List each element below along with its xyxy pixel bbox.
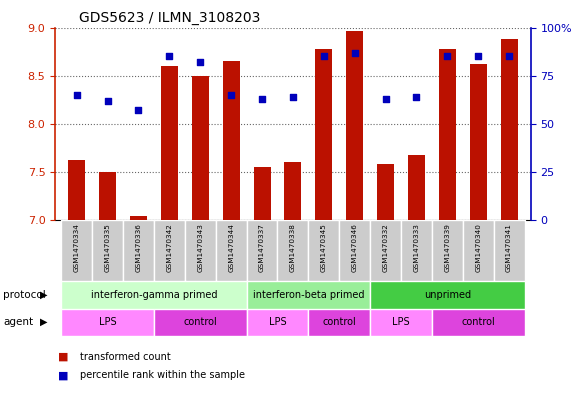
Bar <box>61 281 246 309</box>
Text: control: control <box>183 317 217 327</box>
Point <box>319 53 328 59</box>
Bar <box>99 172 116 220</box>
Text: control: control <box>322 317 356 327</box>
Bar <box>501 39 517 220</box>
Bar <box>154 220 185 281</box>
Bar <box>346 31 363 220</box>
Point <box>134 107 143 114</box>
Text: interferon-gamma primed: interferon-gamma primed <box>90 290 217 300</box>
Text: GSM1470346: GSM1470346 <box>351 223 358 272</box>
Bar <box>370 309 432 336</box>
Text: GSM1470338: GSM1470338 <box>290 223 296 272</box>
Bar <box>277 220 309 281</box>
Bar <box>463 220 494 281</box>
Text: protocol: protocol <box>3 290 46 300</box>
Point <box>350 50 359 56</box>
Text: unprimed: unprimed <box>424 290 471 300</box>
Bar <box>246 281 370 309</box>
Point <box>72 92 81 98</box>
Bar <box>185 220 216 281</box>
Bar <box>401 220 432 281</box>
Bar <box>370 220 401 281</box>
Text: GSM1470334: GSM1470334 <box>74 223 79 272</box>
Bar <box>377 164 394 220</box>
Text: GSM1470345: GSM1470345 <box>321 223 327 272</box>
Bar <box>494 220 524 281</box>
Text: GSM1470339: GSM1470339 <box>444 223 450 272</box>
Text: GSM1470344: GSM1470344 <box>228 223 234 272</box>
Bar <box>216 220 246 281</box>
Text: percentile rank within the sample: percentile rank within the sample <box>80 370 245 380</box>
Text: LPS: LPS <box>269 317 287 327</box>
Text: interferon-beta primed: interferon-beta primed <box>253 290 364 300</box>
Text: GSM1470341: GSM1470341 <box>506 223 512 272</box>
Bar <box>284 162 302 220</box>
Bar <box>61 309 154 336</box>
Bar <box>253 167 270 220</box>
Text: GSM1470332: GSM1470332 <box>383 223 389 272</box>
Bar <box>470 64 487 220</box>
Point <box>443 53 452 59</box>
Text: GSM1470333: GSM1470333 <box>414 223 419 272</box>
Text: GSM1470336: GSM1470336 <box>136 223 142 272</box>
Bar <box>68 160 85 220</box>
Bar <box>154 309 246 336</box>
Point <box>258 95 267 102</box>
Point <box>288 94 298 100</box>
Bar <box>309 309 370 336</box>
Text: GSM1470337: GSM1470337 <box>259 223 265 272</box>
Point <box>195 59 205 65</box>
Bar <box>432 309 524 336</box>
Bar <box>370 281 524 309</box>
Point <box>227 92 236 98</box>
Text: GDS5623 / ILMN_3108203: GDS5623 / ILMN_3108203 <box>79 11 260 25</box>
Bar <box>92 220 123 281</box>
Text: GSM1470340: GSM1470340 <box>475 223 481 272</box>
Text: ▶: ▶ <box>40 317 48 327</box>
Point <box>412 94 421 100</box>
Bar <box>309 220 339 281</box>
Text: ■: ■ <box>58 370 68 380</box>
Text: ▶: ▶ <box>40 290 48 300</box>
Bar <box>432 220 463 281</box>
Bar <box>61 220 92 281</box>
Bar <box>339 220 370 281</box>
Text: ■: ■ <box>58 352 68 362</box>
Bar <box>439 49 456 220</box>
Text: LPS: LPS <box>392 317 410 327</box>
Text: transformed count: transformed count <box>80 352 171 362</box>
Point <box>381 95 390 102</box>
Text: GSM1470342: GSM1470342 <box>166 223 172 272</box>
Bar <box>223 61 240 220</box>
Bar <box>123 220 154 281</box>
Bar <box>246 220 277 281</box>
Bar <box>130 216 147 220</box>
Bar <box>192 75 209 220</box>
Text: control: control <box>461 317 495 327</box>
Text: GSM1470343: GSM1470343 <box>197 223 203 272</box>
Text: LPS: LPS <box>99 317 117 327</box>
Point <box>103 97 113 104</box>
Bar <box>316 49 332 220</box>
Point <box>505 53 514 59</box>
Text: GSM1470335: GSM1470335 <box>104 223 111 272</box>
Point <box>473 53 483 59</box>
Text: agent: agent <box>3 317 33 327</box>
Point <box>165 53 174 59</box>
Bar <box>246 309 309 336</box>
Bar <box>161 66 178 220</box>
Bar <box>408 154 425 220</box>
